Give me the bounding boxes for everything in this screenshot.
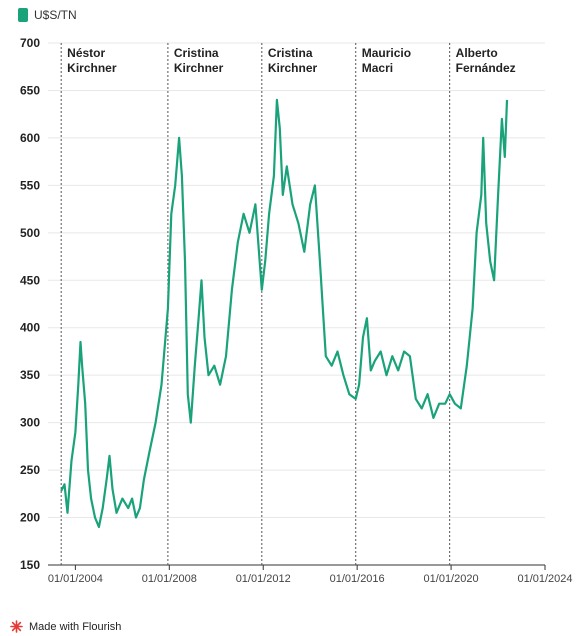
y-tick-label: 150 (20, 558, 40, 572)
legend-swatch (18, 8, 28, 22)
x-tick-label: 01/01/2020 (424, 573, 479, 585)
x-tick-label: 01/01/2012 (236, 573, 291, 585)
y-tick-label: 200 (20, 511, 40, 525)
footer-label: Made with Flourish (29, 620, 122, 633)
y-tick-label: 700 (20, 36, 40, 50)
flourish-logo-icon (10, 620, 23, 633)
y-tick-label: 400 (20, 321, 40, 335)
x-tick-label: 01/01/2016 (330, 573, 385, 585)
x-tick-label: 01/01/2004 (48, 573, 103, 585)
annotation-label: Kirchner (67, 61, 117, 75)
annotation-label: Cristina (174, 46, 219, 60)
annotation-label: Cristina (268, 46, 313, 60)
footer[interactable]: Made with Flourish (10, 620, 121, 633)
annotation-label: Alberto (456, 46, 498, 60)
annotation-label: Macri (362, 61, 393, 75)
x-tick-label: 01/01/2008 (142, 573, 197, 585)
x-tick-label: 01/01/2024 (517, 573, 572, 585)
line-chart: 150 200 250 300 350 400 450 500 550 600 650 700 01/0… (20, 36, 573, 585)
y-tick-label: 300 (20, 416, 40, 430)
annotation-label: Mauricio (362, 46, 411, 60)
y-tick-label: 500 (20, 226, 40, 240)
annotation-label: Fernández (456, 61, 516, 75)
y-tick-label: 250 (20, 463, 40, 477)
annotation-label: Kirchner (174, 61, 224, 75)
y-tick-label: 650 (20, 83, 40, 97)
series-line (60, 98, 509, 529)
y-tick-label: 450 (20, 273, 40, 287)
legend-label: U$S/TN (34, 8, 77, 22)
annotation-label: Kirchner (268, 61, 318, 75)
annotation-label: Néstor (67, 46, 105, 60)
y-tick-label: 350 (20, 368, 40, 382)
y-tick-label: 550 (20, 178, 40, 192)
legend[interactable]: U$S/TN (18, 8, 77, 22)
y-tick-label: 600 (20, 131, 40, 145)
